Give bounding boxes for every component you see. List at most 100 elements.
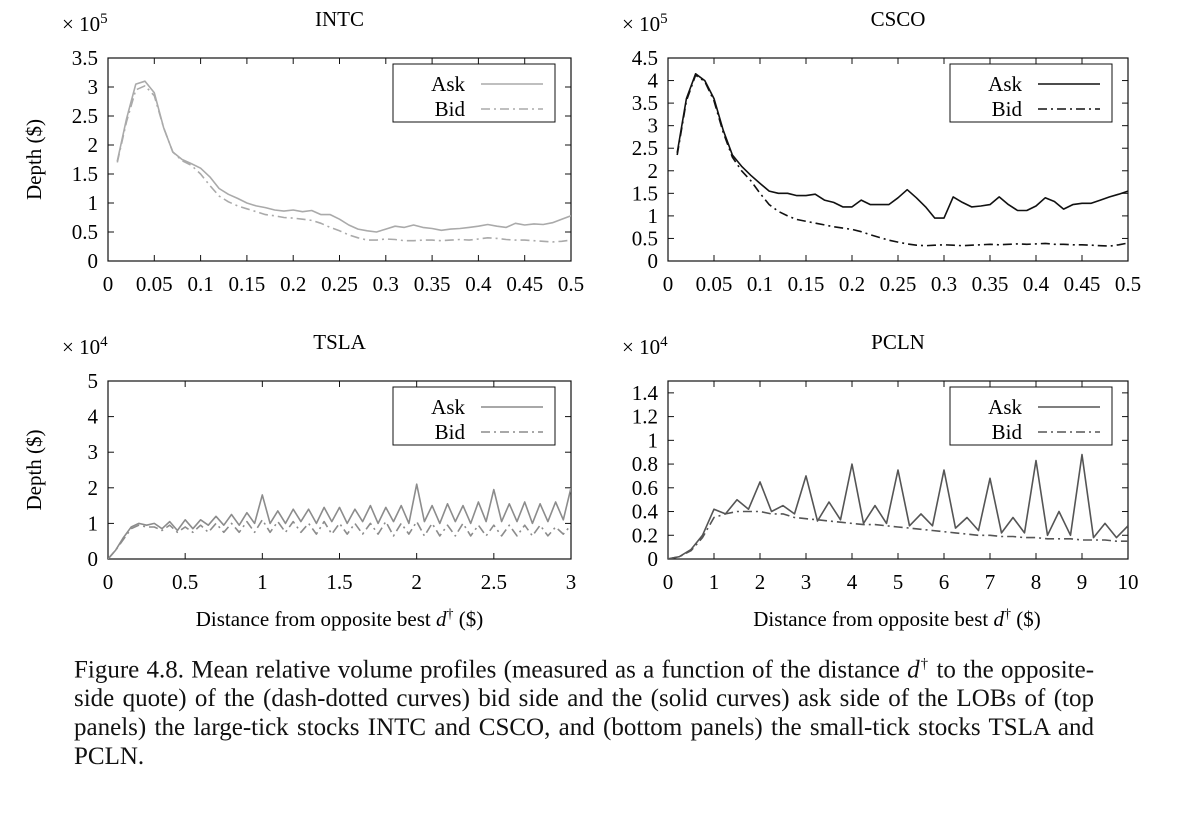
- legend-box: [949, 63, 1113, 123]
- x-tick-label: 2: [755, 570, 766, 594]
- y-axis-label: Depth ($): [22, 429, 46, 510]
- legend-label: Bid: [992, 97, 1023, 121]
- y-tick-label: 2.5: [72, 104, 98, 128]
- y-tick-label: 2: [648, 159, 659, 183]
- x-tick-label: 0.25: [880, 272, 917, 296]
- y-multiplier-label: × 105: [62, 11, 108, 36]
- x-tick-label: 0.1: [187, 272, 213, 296]
- x-tick-label: 8: [1031, 570, 1042, 594]
- x-tick-label: 1: [709, 570, 720, 594]
- figure-caption: Figure 4.8. Mean relative volume profile…: [74, 650, 1094, 771]
- legend-label: Bid: [435, 97, 466, 121]
- legend-label: Ask: [988, 72, 1022, 96]
- y-tick-label: 5: [88, 369, 99, 393]
- x-tick-label: 0.35: [972, 272, 1009, 296]
- x-tick-label: 0.05: [696, 272, 733, 296]
- y-exponent: 5: [100, 11, 108, 27]
- caption-rest: to the opposite-side quote) of the (dash…: [74, 656, 1095, 771]
- x-tick-label: 0.45: [1064, 272, 1101, 296]
- x-tick-label: 0.05: [136, 272, 173, 296]
- y-tick-label: 0: [648, 249, 659, 273]
- y-tick-label: 1: [88, 191, 99, 215]
- x-tick-label: 0.15: [788, 272, 825, 296]
- x-tick-label: 0: [663, 272, 674, 296]
- series-line-bid: [108, 518, 571, 559]
- x-tick-label: 0.35: [414, 272, 451, 296]
- y-exponent: 4: [100, 334, 108, 350]
- series-line-ask: [668, 453, 1128, 559]
- x-tick-label: 0.1: [747, 272, 773, 296]
- x-tick-label: 5: [893, 570, 904, 594]
- caption-symbol: d: [907, 656, 920, 684]
- chart-title: TSLA: [313, 330, 366, 354]
- y-tick-label: 1: [88, 511, 99, 535]
- y-tick-label: 4.5: [632, 46, 658, 70]
- y-tick-label: 3.5: [72, 46, 98, 70]
- y-tick-label: 0.6: [632, 476, 658, 500]
- legend-box: [949, 386, 1113, 446]
- chart-panel-intc: INTC × 105 0 0.5 1 1.5 2 2.5 3 3.5 0 0.05 0.1 0.15 0.2…: [22, 7, 584, 296]
- x-tick-label: 0.2: [280, 272, 306, 296]
- x-tick-label: 6: [939, 570, 950, 594]
- y-tick-label: 0: [648, 547, 659, 571]
- x-tick-label: 0: [103, 272, 114, 296]
- x-axis-label: Distance from opposite best d† ($): [753, 607, 1041, 631]
- caption-sup: †: [919, 656, 930, 672]
- legend-label: Ask: [431, 395, 465, 419]
- y-axis-label: Depth ($): [22, 119, 46, 200]
- legend-label: Ask: [988, 395, 1022, 419]
- series-line-bid: [668, 510, 1128, 559]
- x-tick-label: 0.45: [506, 272, 543, 296]
- x-tick-label: 0.15: [229, 272, 266, 296]
- series-line-ask: [676, 73, 1128, 219]
- chart-title: PCLN: [871, 330, 925, 354]
- legend-label: Bid: [992, 420, 1023, 444]
- y-tick-label: 1: [648, 204, 659, 228]
- chart-panel-tsla: TSLA × 104 0 1 2 3 4 5 0 0.5 1 1.5 2 2.5 3 Depth ($) Dis…: [22, 330, 576, 631]
- y-tick-label: 3: [648, 114, 659, 138]
- series-line-bid: [676, 74, 1128, 247]
- y-tick-label: 3.5: [632, 91, 658, 115]
- x-tick-label: 2: [411, 570, 422, 594]
- y-tick-label: 1.2: [632, 405, 658, 429]
- x-tick-label: 0.3: [373, 272, 399, 296]
- legend-box: [392, 386, 556, 446]
- chart-title: CSCO: [871, 7, 926, 31]
- x-tick-label: 4: [847, 570, 858, 594]
- y-tick-label: 0: [88, 249, 99, 273]
- series-line-ask: [108, 483, 571, 559]
- y-tick-label: 0.5: [632, 226, 658, 250]
- x-tick-label: 0: [663, 570, 674, 594]
- y-tick-label: 2.5: [632, 136, 658, 160]
- x-tick-label: 0.3: [931, 272, 957, 296]
- y-exponent: 4: [660, 334, 668, 350]
- x-tick-label: 1.5: [326, 570, 352, 594]
- x-tick-label: 0: [103, 570, 114, 594]
- x-tick-label: 7: [985, 570, 996, 594]
- caption-lead: Figure 4.8. Mean relative volume profile…: [74, 656, 900, 684]
- y-tick-label: 4: [648, 69, 659, 93]
- y-tick-label: 0.8: [632, 452, 658, 476]
- x-tick-label: 0.4: [1023, 272, 1050, 296]
- y-tick-label: 1.5: [72, 162, 98, 186]
- x-tick-label: 3: [801, 570, 812, 594]
- x-tick-label: 0.5: [172, 570, 198, 594]
- x-tick-label: 9: [1077, 570, 1088, 594]
- y-tick-label: 0.5: [72, 220, 98, 244]
- x-tick-label: 10: [1118, 570, 1139, 594]
- y-multiplier-label: × 105: [622, 11, 668, 36]
- y-tick-label: 1.4: [632, 381, 659, 405]
- y-tick-label: 1: [648, 428, 659, 452]
- legend-label: Bid: [435, 420, 466, 444]
- x-tick-label: 3: [566, 570, 577, 594]
- x-tick-label: 0.5: [558, 272, 584, 296]
- y-tick-label: 4: [88, 405, 99, 429]
- y-tick-label: 3: [88, 75, 99, 99]
